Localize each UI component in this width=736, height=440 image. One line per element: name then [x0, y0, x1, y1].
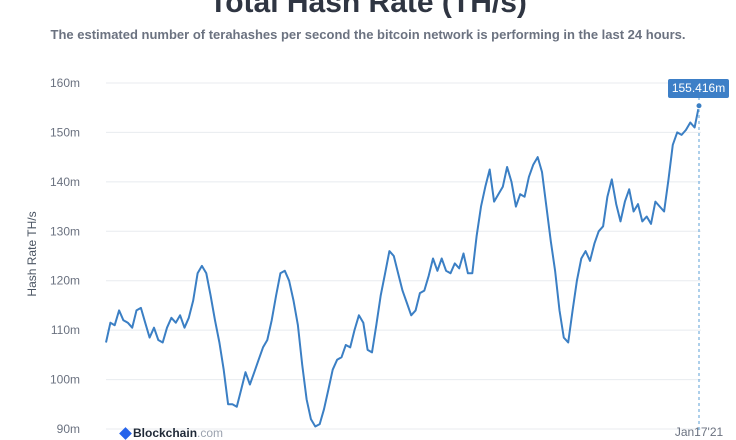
- chart-subtitle: The estimated number of terahashes per s…: [50, 27, 686, 42]
- x-tick-label: Jan17'21: [675, 425, 724, 437]
- y-tick-label: 100m: [50, 373, 80, 387]
- y-tick-label: 120m: [50, 274, 80, 288]
- y-tick-label: 160m: [50, 76, 80, 90]
- blockchain-icon: [119, 427, 132, 440]
- blockchain-logo: Blockchain.com: [119, 426, 224, 440]
- y-tick-label: 140m: [50, 175, 80, 189]
- series-line: [105, 105, 700, 428]
- latest-value-callout: 155.416m: [668, 79, 729, 98]
- series-group: [105, 97, 703, 431]
- chart-title: Total Hash Rate (TH/s): [209, 0, 527, 19]
- brand-name: Blockchain: [133, 426, 198, 440]
- latest-point: [695, 102, 703, 110]
- y-tick-label: 110m: [51, 323, 80, 337]
- y-tick-label: 150m: [50, 125, 80, 139]
- y-tick-label: 130m: [50, 224, 80, 238]
- y-tick-labels: 90m 100m 110m 120m 130m 140m 150m 160m: [50, 76, 80, 436]
- y-tick-label: 90m: [57, 422, 80, 436]
- brand-domain: .com: [197, 426, 224, 440]
- grid-lines: [106, 82, 701, 430]
- x-tick-labels: Jan17'21: [675, 425, 724, 437]
